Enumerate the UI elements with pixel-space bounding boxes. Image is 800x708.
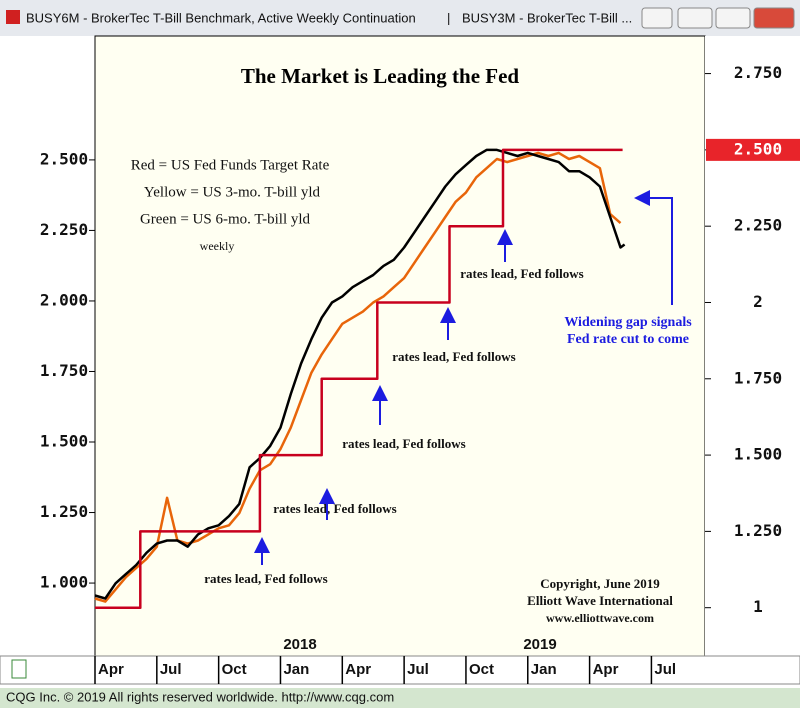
copyright: www.elliottwave.com xyxy=(546,611,654,625)
x-tick-label: Oct xyxy=(222,661,247,678)
y-tick-label: 1.500 xyxy=(734,445,782,464)
legend-note: Red = US Fed Funds Target Rate xyxy=(131,157,330,173)
plot-area xyxy=(94,35,706,657)
legend-note: Yellow = US 3-mo. T-bill yld xyxy=(144,184,321,200)
y-tick-label: 2 xyxy=(753,292,763,311)
y2-tick-label: 2.250 xyxy=(40,220,88,239)
rate-note: rates lead, Fed follows xyxy=(273,501,396,516)
minimize-button[interactable] xyxy=(677,7,713,29)
arrow xyxy=(634,190,673,305)
y-tick-label: 1 xyxy=(753,597,763,616)
y2-tick-label: 1.750 xyxy=(40,361,88,380)
gap-note: Fed rate cut to come xyxy=(567,332,689,347)
arrows xyxy=(254,190,673,565)
window-title: BUSY6M - BrokerTec T-Bill Benchmark, Act… xyxy=(26,10,416,25)
y2-tick-label: 1.500 xyxy=(40,432,88,451)
x-tick-label: Jul xyxy=(160,661,182,678)
copyright: Copyright, June 2019 xyxy=(540,576,660,591)
year-label: 2018 xyxy=(283,636,316,653)
x-tick-label: Oct xyxy=(469,661,494,678)
rate-note: rates lead, Fed follows xyxy=(460,266,583,281)
link-button[interactable] xyxy=(641,7,673,29)
x-tick-label: Apr xyxy=(593,661,619,678)
y-tick-label: 2.750 xyxy=(734,63,782,82)
gap-note: Widening gap signals xyxy=(564,315,692,330)
x-tick-label: Jan xyxy=(283,661,309,678)
window-title-2: BUSY3M - BrokerTec T-Bill ... xyxy=(462,10,632,25)
maximize-button[interactable] xyxy=(715,7,751,29)
app-icon xyxy=(6,10,20,24)
y2-tick-label: 2.000 xyxy=(40,290,88,309)
y2-tick-label: 2.500 xyxy=(40,149,88,168)
copyright: Elliott Wave International xyxy=(527,593,673,608)
legend-note: weekly xyxy=(200,239,235,253)
y2-tick-label: 1.000 xyxy=(40,573,88,592)
scroll-box[interactable] xyxy=(11,659,27,679)
x-tick-label: Apr xyxy=(345,661,371,678)
x-tick-label: Jul xyxy=(654,661,676,678)
close-button[interactable] xyxy=(753,7,795,29)
separator: | xyxy=(447,10,450,25)
x-tick-label: Jan xyxy=(531,661,557,678)
y2-tick-label: 1.250 xyxy=(40,502,88,521)
left-axis-panel xyxy=(0,36,95,656)
series-line xyxy=(95,148,623,609)
rate-note: rates lead, Fed follows xyxy=(392,349,515,364)
legend-note: Green = US 6-mo. T-bill yld xyxy=(140,211,311,227)
right-axis-panel xyxy=(705,36,800,656)
footer: CQG Inc. © 2019 All rights reserved worl… xyxy=(6,689,394,704)
y-tick-label: 1.250 xyxy=(734,521,782,540)
x-tick-label: Jul xyxy=(407,661,429,678)
status-bar xyxy=(0,688,800,708)
series-line xyxy=(94,148,626,600)
rate-note: rates lead, Fed follows xyxy=(204,571,327,586)
x-tick-label: Apr xyxy=(98,661,124,678)
x-axis-panel xyxy=(0,655,800,685)
chart-title: The Market is Leading the Fed xyxy=(241,64,520,88)
year-label: 2019 xyxy=(523,636,556,653)
last-value-box xyxy=(706,138,800,161)
y-tick-label: 2.250 xyxy=(734,216,782,235)
rate-note: rates lead, Fed follows xyxy=(342,436,465,451)
y-tick-label: 1.750 xyxy=(734,368,782,387)
last-value-label: 2.500 xyxy=(734,139,782,158)
